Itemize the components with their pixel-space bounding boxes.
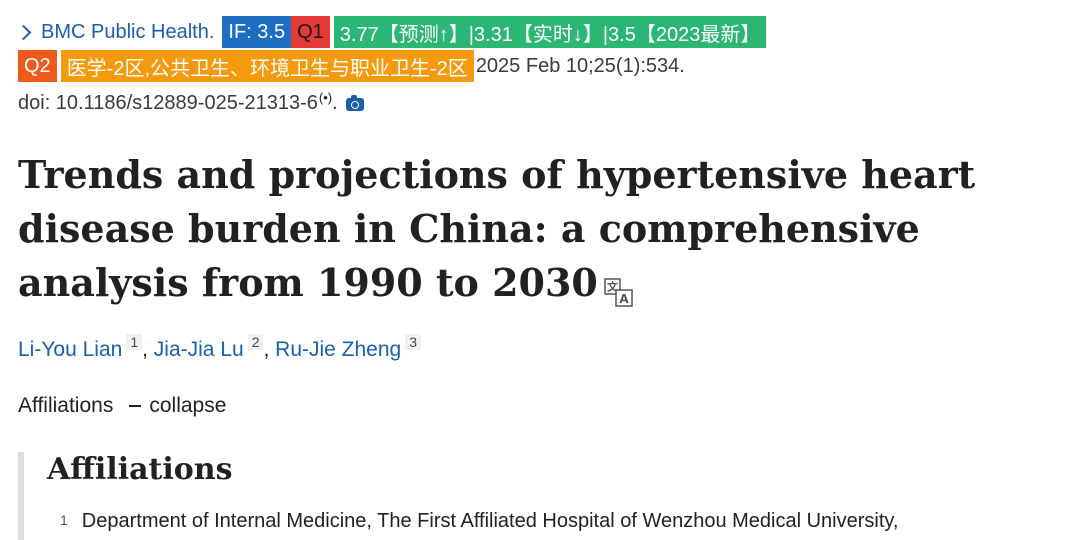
doi-text[interactable]: doi: 10.1186/s12889-025-21313-6 <box>18 91 318 114</box>
affiliations-panel: Affiliations 1 Department of Internal Med… <box>18 452 1080 540</box>
affiliation-item: 1 Department of Internal Medicine, The Fi… <box>60 510 898 533</box>
affiliation-number: 1 <box>60 512 68 528</box>
translate-icon[interactable]: 文 A <box>604 268 634 307</box>
minus-icon <box>129 405 142 408</box>
if-trend-badge: 3.77【预测↑】|3.31【实时↓】|3.5【2023最新】 <box>333 16 767 48</box>
chevron-right-icon <box>15 24 32 40</box>
author-affiliation-sup[interactable]: 1 <box>126 334 143 350</box>
author-link[interactable]: Li-You Lian <box>18 338 123 361</box>
affiliations-toggle[interactable]: Affiliations collapse <box>18 394 226 418</box>
doi-suffix: . <box>332 91 338 114</box>
camera-icon[interactable] <box>345 94 364 111</box>
affiliations-toggle-label: Affiliations <box>18 394 114 417</box>
article-title-text: Trends and projections of hypertensive h… <box>18 152 976 305</box>
author-separator: , <box>142 338 154 361</box>
citation-cas-row: Q2 医学-2区,公共卫生、环境卫生与职业卫生-2区 2025 Feb 10;2… <box>18 50 685 82</box>
citation-journal-row: BMC Public Health. IF: 3.5 Q1 3.77【预测↑】|… <box>15 16 767 48</box>
author-separator: , <box>263 338 276 361</box>
affiliation-text: Department of Internal Medicine, The Fir… <box>81 510 899 532</box>
author-affiliation-sup[interactable]: 2 <box>247 334 264 350</box>
journal-name: BMC Public Health. <box>41 20 215 43</box>
affiliations-toggle-action[interactable]: collapse <box>149 394 227 417</box>
author-link[interactable]: Jia-Jia Lu <box>153 338 244 361</box>
author-list: Li-You Lian 1, Jia-Jia Lu 2, Ru-Jie Zheng 3 <box>18 334 422 362</box>
journal-link[interactable]: BMC Public Health. <box>15 20 215 44</box>
affiliations-heading: Affiliations <box>47 452 233 487</box>
author-affiliation-sup[interactable]: 3 <box>405 334 422 350</box>
cas-quartile-badge: Q2 <box>18 50 57 82</box>
svg-text:A: A <box>619 292 629 306</box>
audio-wave-icon[interactable]: (•) <box>318 89 333 105</box>
jcr-quartile-badge: Q1 <box>291 16 330 48</box>
citation-doi-row: doi: 10.1186/s12889-025-21313-6 (•) . <box>18 88 364 118</box>
article-title: Trends and projections of hypertensive h… <box>18 148 1068 310</box>
publication-info: 2025 Feb 10;25(1):534. <box>475 54 685 77</box>
cas-category-badge: 医学-2区,公共卫生、环境卫生与职业卫生-2区 <box>60 50 474 82</box>
impact-factor-badge: IF: 3.5 <box>222 16 292 48</box>
author-link[interactable]: Ru-Jie Zheng <box>275 338 402 361</box>
